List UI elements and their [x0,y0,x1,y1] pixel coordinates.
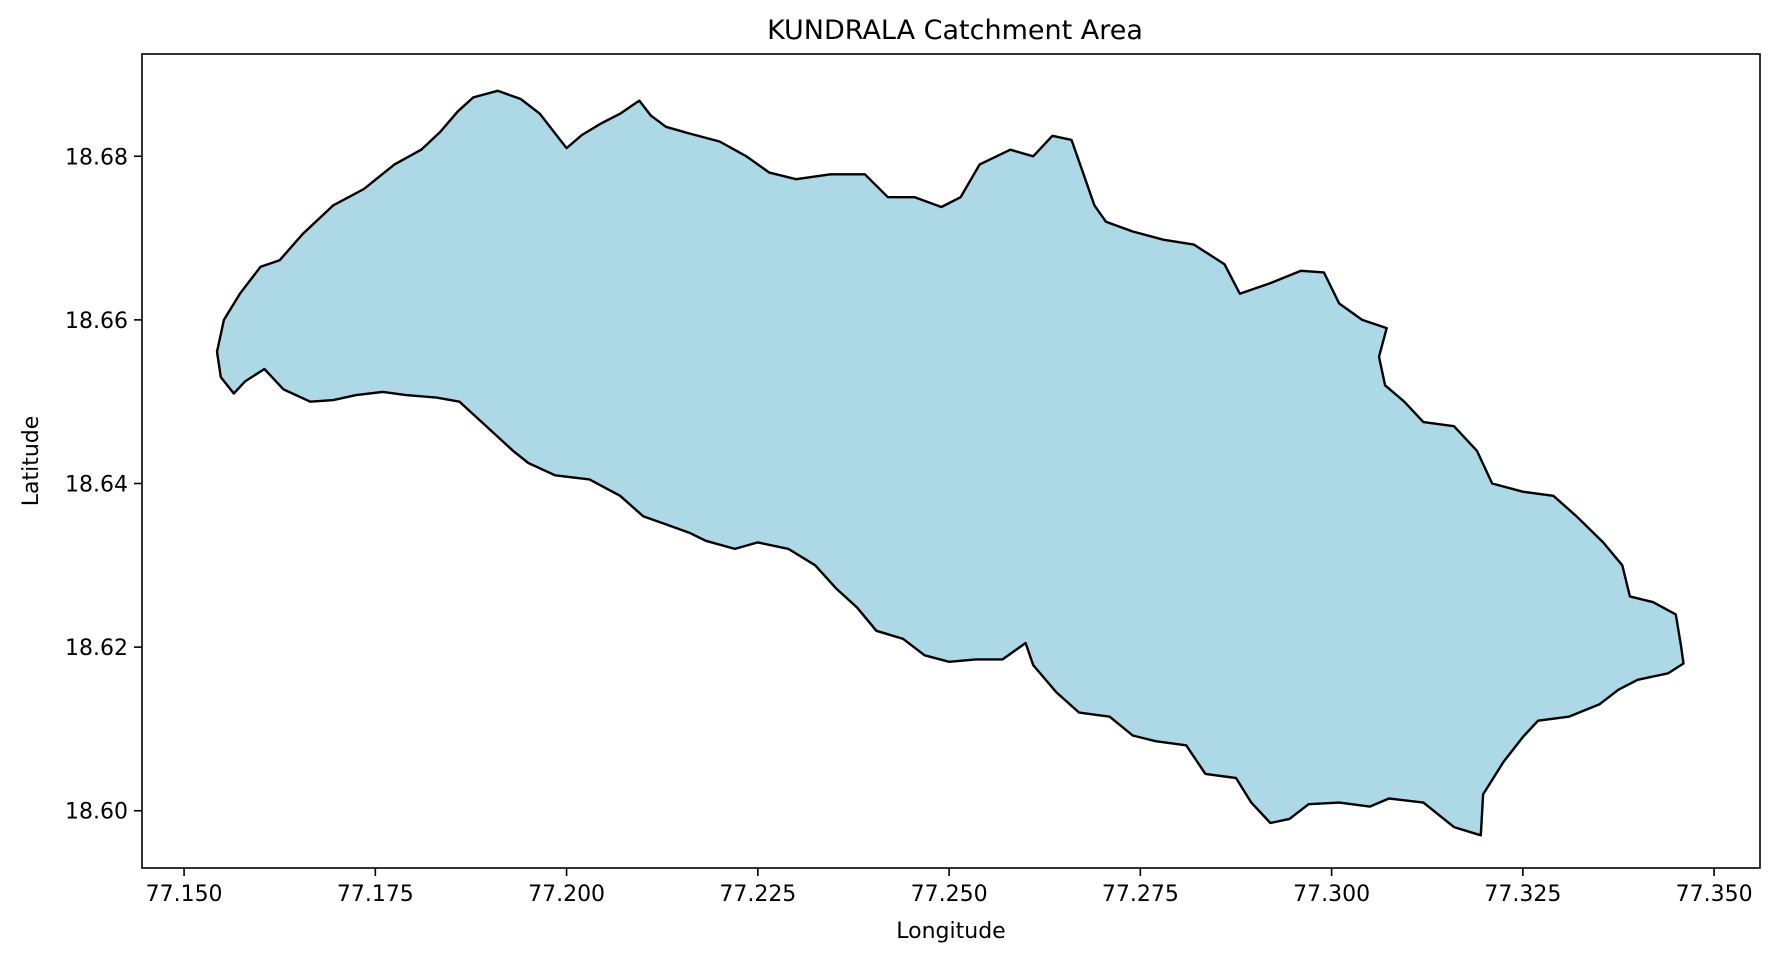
x-axis-label: Longitude [896,919,1005,944]
y-tick-label: 18.62 [65,636,128,661]
x-axis: 77.150 77.175 77.200 77.225 77.250 77.275 77.3… [146,868,1753,907]
x-tick-label: 77.300 [1293,882,1370,907]
x-tick-label: 77.275 [1102,882,1179,907]
x-tick-label: 77.150 [146,882,223,907]
x-tick-label: 77.350 [1676,882,1753,907]
y-axis-label: Latitude [19,416,44,507]
y-tick-label: 18.60 [65,800,128,825]
x-tick-label: 77.325 [1484,882,1561,907]
x-tick-label: 77.225 [719,882,796,907]
y-tick-label: 18.64 [65,472,128,497]
x-tick-label: 77.200 [528,882,605,907]
axes-frame [141,53,1761,869]
x-tick-label: 77.175 [337,882,414,907]
axes-area [141,53,1761,869]
chart-title: KUNDRALA Catchment Area [767,15,1143,46]
y-axis: 18.60 18.62 18.64 18.66 18.68 [65,145,142,825]
y-tick-label: 18.68 [65,145,128,170]
x-tick-label: 77.250 [911,882,988,907]
y-tick-label: 18.66 [65,309,128,334]
catchment-polygon [215,89,1685,837]
